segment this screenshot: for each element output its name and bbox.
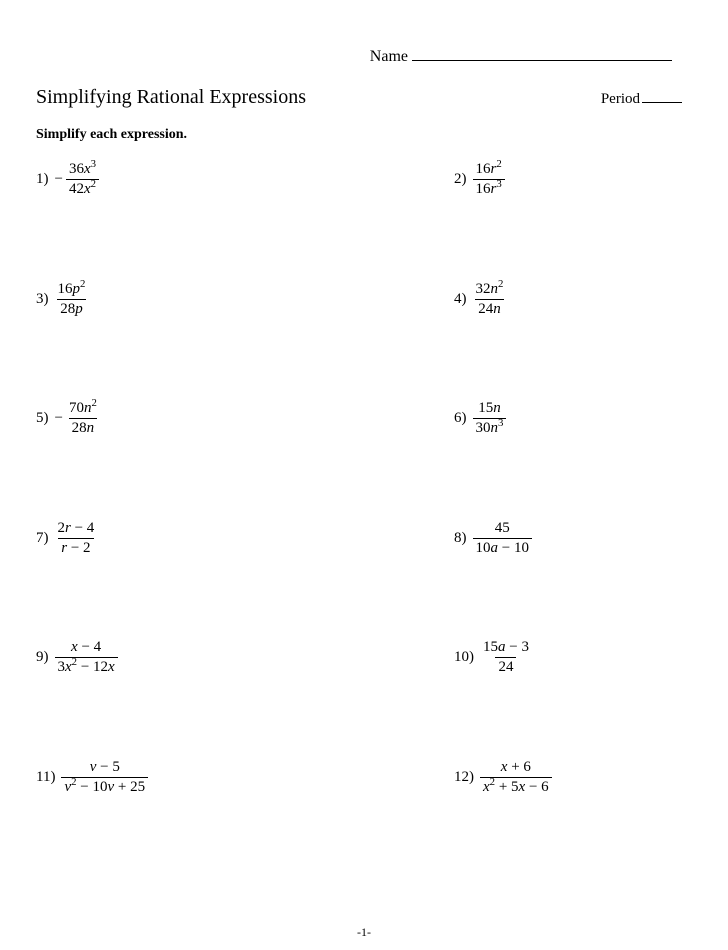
denominator: 24 xyxy=(495,657,516,676)
problem-number: 11) xyxy=(36,769,55,786)
name-label: Name xyxy=(370,48,408,66)
expression: 15n 30n3 xyxy=(473,400,507,438)
fraction: 16p2 28p xyxy=(55,281,89,319)
numerator: 15n xyxy=(475,400,504,418)
problem-8: 8) 45 10a − 10 xyxy=(394,520,692,558)
sign: − xyxy=(55,410,63,427)
fraction: 2r − 4 r − 2 xyxy=(55,520,98,558)
period-group: Period xyxy=(601,91,692,108)
problem-7: 7) 2r − 4 r − 2 xyxy=(36,520,334,558)
fraction: x + 6 x2 + 5x − 6 xyxy=(480,759,552,797)
expression: 45 10a − 10 xyxy=(473,520,532,558)
expression: 16p2 28p xyxy=(55,281,89,319)
problem-number: 10) xyxy=(454,649,474,666)
denominator: 42x2 xyxy=(66,179,99,198)
problem-number: 8) xyxy=(454,530,467,547)
expression: 2r − 4 r − 2 xyxy=(55,520,98,558)
numerator: 36x3 xyxy=(66,161,99,179)
problem-6: 6) 15n 30n3 xyxy=(394,400,692,438)
period-label: Period xyxy=(601,91,640,108)
sign: − xyxy=(55,171,63,188)
denominator: 28n xyxy=(69,418,98,437)
denominator: 30n3 xyxy=(473,418,507,437)
denominator: 16r3 xyxy=(473,179,505,198)
fraction: 15a − 3 24 xyxy=(480,639,532,677)
problem-12: 12) x + 6 x2 + 5x − 6 xyxy=(394,759,692,797)
problem-number: 9) xyxy=(36,649,49,666)
fraction: 45 10a − 10 xyxy=(473,520,532,558)
denominator: x2 + 5x − 6 xyxy=(480,777,552,796)
fraction: 16r2 16r3 xyxy=(473,161,505,199)
denominator: r − 2 xyxy=(58,538,93,557)
numerator: 2r − 4 xyxy=(55,520,98,538)
fraction: x − 4 3x2 − 12x xyxy=(55,639,118,677)
problem-number: 3) xyxy=(36,291,49,308)
fraction: 15n 30n3 xyxy=(473,400,507,438)
fraction: 32n2 24n xyxy=(473,281,507,319)
numerator: 16r2 xyxy=(473,161,505,179)
problem-1: 1) − 36x3 42x2 xyxy=(36,161,334,199)
numerator: x + 6 xyxy=(498,759,534,777)
expression: − 36x3 42x2 xyxy=(55,161,100,199)
period-blank-line xyxy=(642,102,682,103)
header-name-row: Name xyxy=(36,48,692,66)
problem-10: 10) 15a − 3 24 xyxy=(394,639,692,677)
numerator: 15a − 3 xyxy=(480,639,532,657)
expression: x − 4 3x2 − 12x xyxy=(55,639,118,677)
fraction: v − 5 v2 − 10v + 25 xyxy=(61,759,148,797)
expression: 15a − 3 24 xyxy=(480,639,532,677)
instruction-text: Simplify each expression. xyxy=(36,127,692,143)
problem-9: 9) x − 4 3x2 − 12x xyxy=(36,639,334,677)
expression: x + 6 x2 + 5x − 6 xyxy=(480,759,552,797)
problems-grid: 1) − 36x3 42x2 2) 16r2 16r3 3) 16p2 28p … xyxy=(36,161,692,796)
problem-number: 12) xyxy=(454,769,474,786)
numerator: v − 5 xyxy=(87,759,123,777)
problem-number: 5) xyxy=(36,410,49,427)
numerator: x − 4 xyxy=(68,639,104,657)
numerator: 32n2 xyxy=(473,281,507,299)
denominator: 10a − 10 xyxy=(473,538,532,557)
page-title: Simplifying Rational Expressions xyxy=(36,86,306,109)
expression: 32n2 24n xyxy=(473,281,507,319)
fraction: 36x3 42x2 xyxy=(66,161,99,199)
problem-11: 11) v − 5 v2 − 10v + 25 xyxy=(36,759,334,797)
expression: v − 5 v2 − 10v + 25 xyxy=(61,759,148,797)
expression: − 70n2 28n xyxy=(55,400,100,438)
expression: 16r2 16r3 xyxy=(473,161,505,199)
problem-2: 2) 16r2 16r3 xyxy=(394,161,692,199)
title-row: Simplifying Rational Expressions Period xyxy=(36,86,692,109)
problem-number: 6) xyxy=(454,410,467,427)
denominator: 24n xyxy=(475,299,504,318)
fraction: 70n2 28n xyxy=(66,400,100,438)
numerator: 70n2 xyxy=(66,400,100,418)
problem-number: 7) xyxy=(36,530,49,547)
denominator: 28p xyxy=(57,299,86,318)
problem-number: 2) xyxy=(454,171,467,188)
name-blank-line xyxy=(412,60,672,61)
problem-number: 1) xyxy=(36,171,49,188)
numerator: 16p2 xyxy=(55,281,89,299)
page-number: -1- xyxy=(357,925,371,940)
numerator: 45 xyxy=(492,520,513,538)
problem-5: 5) − 70n2 28n xyxy=(36,400,334,438)
problem-4: 4) 32n2 24n xyxy=(394,281,692,319)
denominator: v2 − 10v + 25 xyxy=(61,777,148,796)
denominator: 3x2 − 12x xyxy=(55,657,118,676)
problem-number: 4) xyxy=(454,291,467,308)
problem-3: 3) 16p2 28p xyxy=(36,281,334,319)
